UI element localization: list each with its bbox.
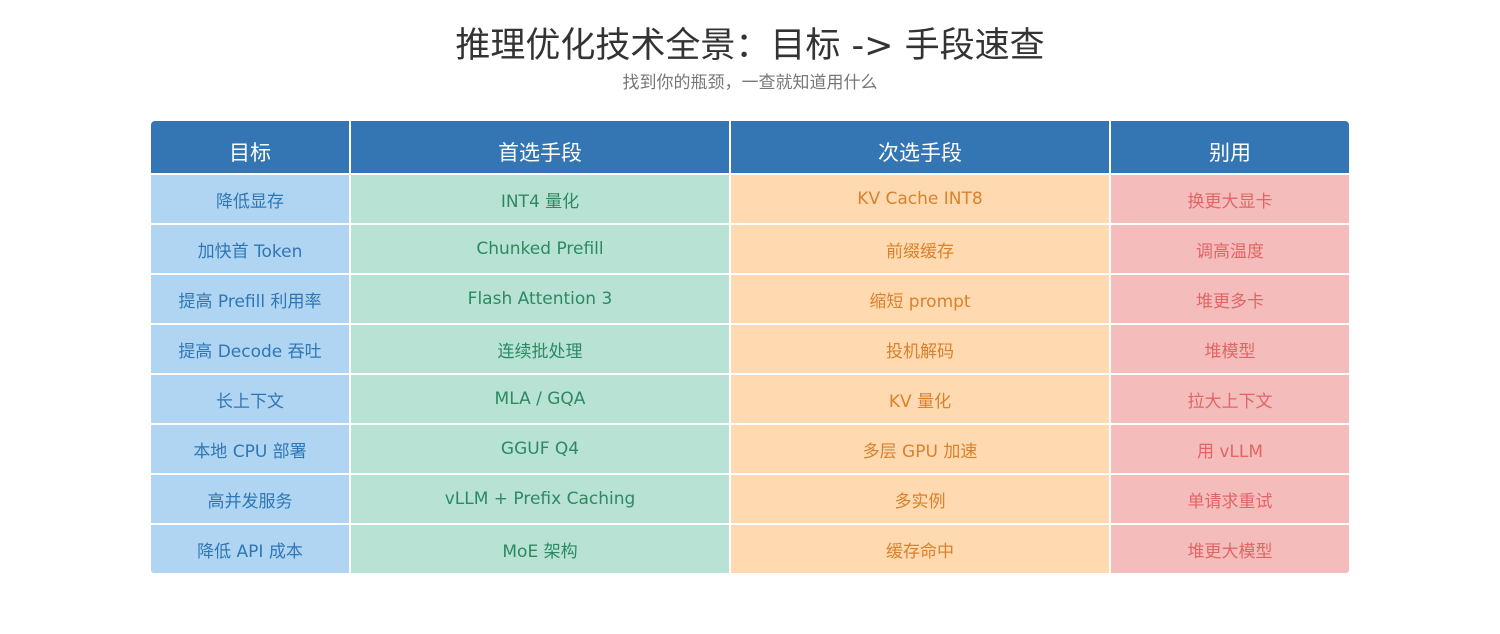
secondary-method-cell: KV Cache INT8 — [730, 174, 1110, 224]
avoid-cell: 堆更大模型 — [1110, 524, 1350, 574]
avoid-cell: 拉大上下文 — [1110, 374, 1350, 424]
secondary-method-cell: KV 量化 — [730, 374, 1110, 424]
primary-method-cell: Chunked Prefill — [350, 224, 730, 274]
goal-cell: 加快首 Token — [150, 224, 350, 274]
avoid-cell: 堆更多卡 — [1110, 274, 1350, 324]
goal-cell: 本地 CPU 部署 — [150, 424, 350, 474]
page-subtitle: 找到你的瓶颈，一查就知道用什么 — [622, 73, 878, 93]
header-primary: 首选手段 — [350, 120, 730, 174]
goal-cell: 提高 Prefill 利用率 — [150, 274, 350, 324]
page-title: 推理优化技术全景：目标 -> 手段速查 — [455, 26, 1045, 66]
primary-method-cell: vLLM + Prefix Caching — [350, 474, 730, 524]
primary-method-cell: MLA / GQA — [350, 374, 730, 424]
secondary-method-cell: 投机解码 — [730, 324, 1110, 374]
goal-cell: 降低显存 — [150, 174, 350, 224]
primary-method-cell: 连续批处理 — [350, 324, 730, 374]
secondary-method-cell: 多实例 — [730, 474, 1110, 524]
secondary-method-cell: 多层 GPU 加速 — [730, 424, 1110, 474]
avoid-cell: 调高温度 — [1110, 224, 1350, 274]
goal-cell: 提高 Decode 吞吐 — [150, 324, 350, 374]
primary-method-cell: INT4 量化 — [350, 174, 730, 224]
primary-method-cell: GGUF Q4 — [350, 424, 730, 474]
primary-method-cell: MoE 架构 — [350, 524, 730, 574]
avoid-cell: 堆模型 — [1110, 324, 1350, 374]
header-goal: 目标 — [150, 120, 350, 174]
header-avoid: 别用 — [1110, 120, 1350, 174]
secondary-method-cell: 缩短 prompt — [730, 274, 1110, 324]
lookup-table: 目标 首选手段 次选手段 别用降低显存 INT4 量化 KV Cache INT8 换更大显… — [150, 120, 1350, 574]
secondary-method-cell: 前缀缓存 — [730, 224, 1110, 274]
goal-cell: 高并发服务 — [150, 474, 350, 524]
avoid-cell: 单请求重试 — [1110, 474, 1350, 524]
goal-cell: 降低 API 成本 — [150, 524, 350, 574]
secondary-method-cell: 缓存命中 — [730, 524, 1110, 574]
avoid-cell: 用 vLLM — [1110, 424, 1350, 474]
goal-cell: 长上下文 — [150, 374, 350, 424]
avoid-cell: 换更大显卡 — [1110, 174, 1350, 224]
primary-method-cell: Flash Attention 3 — [350, 274, 730, 324]
header-secondary: 次选手段 — [730, 120, 1110, 174]
